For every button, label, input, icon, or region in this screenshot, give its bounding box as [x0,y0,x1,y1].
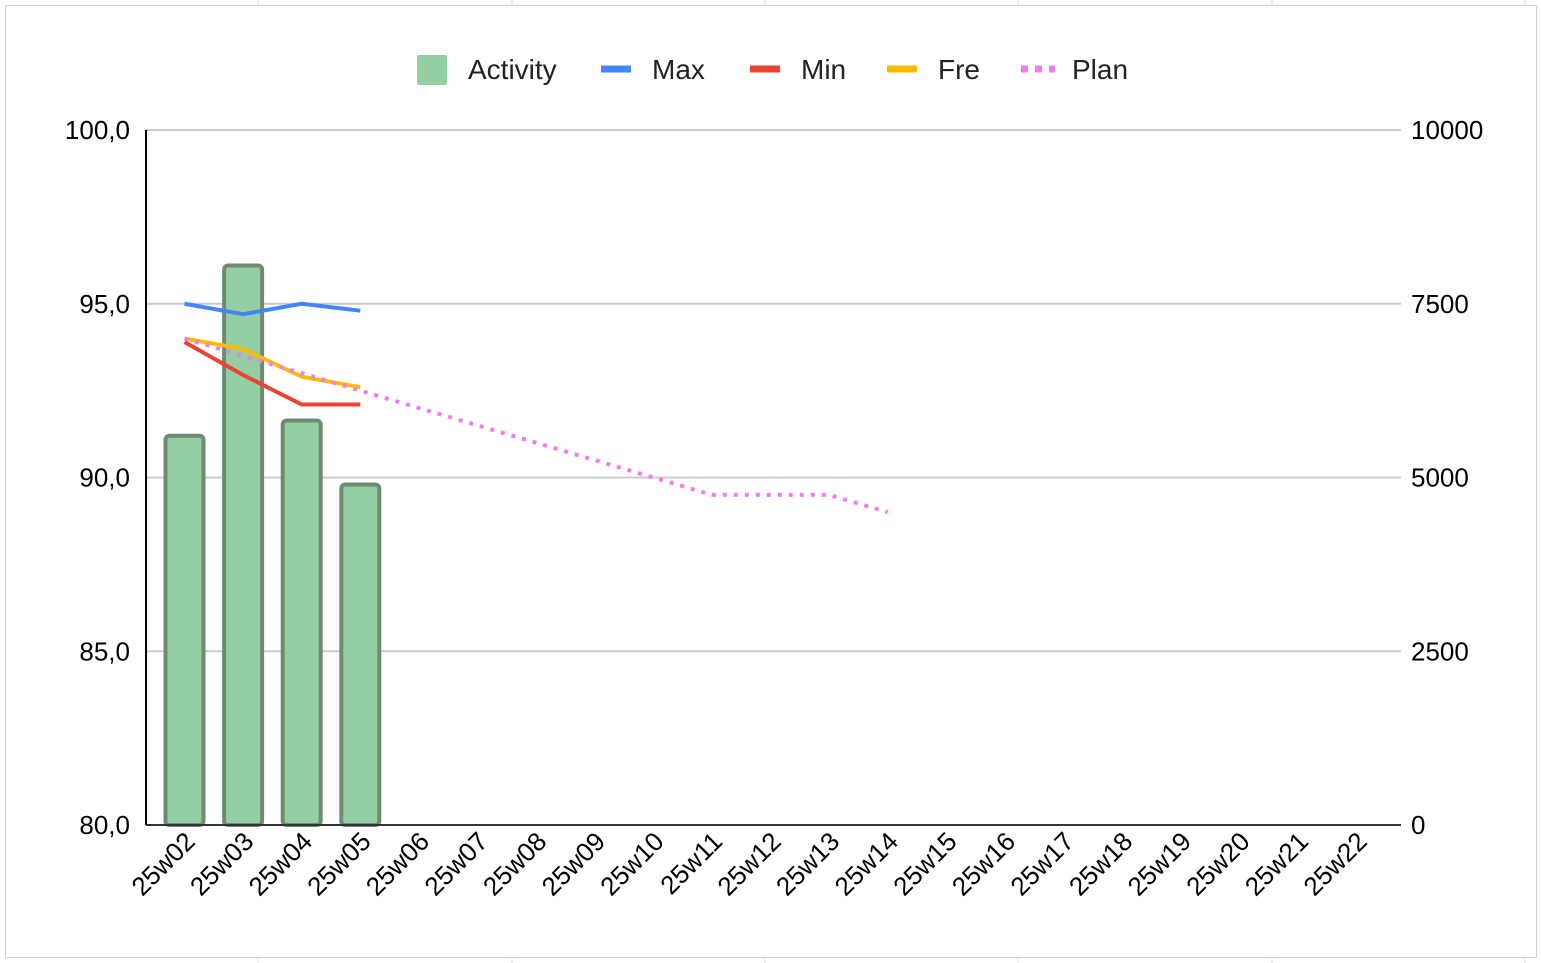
axes: 80,0 0 85,0 2500 90,0 5000 95,0 7500 100,0 10000 2… [65,115,1483,901]
max-line [184,301,361,317]
x-tick-label: 25w10 [594,826,669,901]
x-tick-label: 25w08 [477,826,552,901]
x-tick-label: 25w16 [946,826,1021,901]
legend-label-plan: Plan [1072,54,1128,85]
legend: Activity Max Min Fre Plan [417,54,1128,85]
y-left-tick-label: 95,0 [79,289,130,319]
x-tick-label: 25w22 [1297,826,1372,901]
x-tick-label: 25w02 [125,826,200,901]
x-tick-label: 25w14 [829,826,904,901]
y-right-tick-label: 7500 [1411,289,1469,319]
y-right-tick-label: 2500 [1411,636,1469,666]
x-tick-label: 25w19 [1122,826,1197,901]
y-left-tick-label: 100,0 [65,115,130,145]
x-tick-label: 25w03 [184,826,259,901]
activity-bar [339,482,382,827]
legend-label-max: Max [652,54,705,85]
legend-label-min: Min [801,54,846,85]
y-left-tick-label: 85,0 [79,636,130,666]
y-right-tick-label: 10000 [1411,115,1483,145]
x-tick-label: 25w09 [536,826,611,901]
x-tick-label: 25w13 [770,826,845,901]
min-line [183,340,361,407]
x-tick-label: 25w04 [243,826,318,901]
gridlines [146,129,1401,826]
x-tick-label: 25w06 [360,826,435,901]
x-tick-label: 25w15 [887,826,962,901]
y-left-tick-label: 80,0 [79,810,130,840]
x-tick-label: 25w21 [1239,826,1314,901]
y-right-tick-label: 5000 [1411,463,1469,493]
x-tick-label: 25w11 [654,826,728,900]
x-tick-label: 25w18 [1063,826,1138,901]
x-tick-label: 25w17 [1004,826,1079,901]
y-right-tick-label: 0 [1411,810,1425,840]
x-tick-label: 25w07 [418,826,493,901]
activity-bar [163,433,206,827]
y-left-tick-label: 90,0 [79,463,130,493]
activity-bar [280,418,323,827]
x-tick-label: 25w12 [711,826,786,901]
x-tick-label: 25w05 [301,826,376,901]
combo-chart: 80,0 0 85,0 2500 90,0 5000 95,0 7500 100,0 10000 2… [65,54,1483,901]
legend-label-activity: Activity [468,54,557,85]
legend-swatch-activity [417,55,447,85]
x-tick-label: 25w20 [1180,826,1255,901]
legend-label-fre: Fre [938,54,980,85]
series-lines [183,301,889,515]
chart-container[interactable]: 80,0 0 85,0 2500 90,0 5000 95,0 7500 100,0 10000 2… [5,5,1537,958]
plan-line [183,336,889,515]
